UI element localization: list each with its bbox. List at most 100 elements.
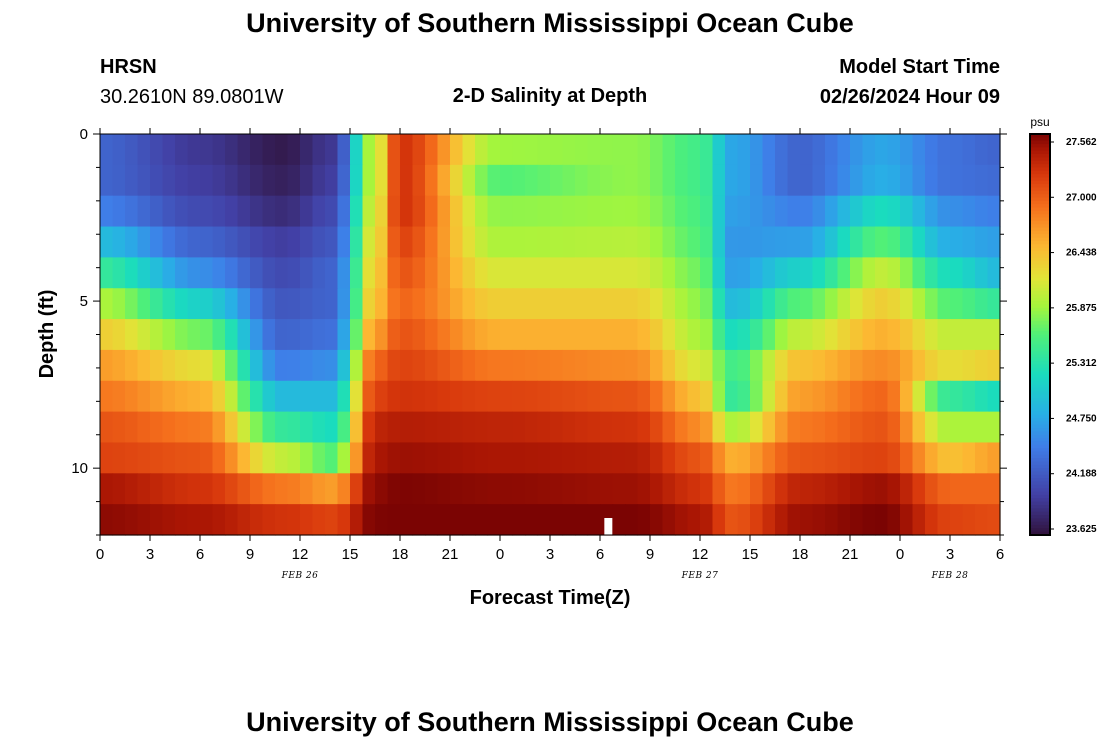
heatmap-cell — [250, 257, 264, 289]
heatmap-cell — [800, 288, 814, 320]
heatmap-cell — [287, 380, 301, 413]
heatmap-cell — [887, 164, 901, 197]
colorbar-segment — [1030, 331, 1050, 336]
heatmap-cell — [687, 195, 701, 228]
colorbar-segment — [1030, 451, 1050, 456]
colorbar-segment — [1030, 264, 1050, 269]
heatmap-cell — [150, 411, 164, 444]
heatmap-cell — [137, 473, 151, 505]
heatmap-cell — [862, 134, 876, 166]
heatmap-cell — [475, 226, 489, 258]
model-start-value: 02/26/2024 Hour 09 — [819, 86, 1000, 108]
heatmap-cell — [412, 319, 426, 351]
heatmap-cell — [837, 411, 851, 444]
heatmap-cell — [825, 257, 839, 289]
colorbar-segment — [1030, 210, 1050, 215]
station-coords: 30.2610N 89.0801W — [100, 86, 284, 108]
heatmap-cell — [200, 473, 214, 505]
heatmap-cell — [925, 380, 939, 413]
heatmap-cell — [525, 195, 539, 228]
heatmap-cell — [337, 319, 351, 351]
heatmap-cell — [975, 442, 989, 474]
heatmap-cell — [437, 442, 451, 474]
heatmap-cell — [400, 442, 414, 474]
heatmap-cell — [262, 195, 276, 228]
heatmap-cell — [175, 473, 189, 505]
colorbar-segment — [1030, 134, 1050, 138]
heatmap-cell — [300, 195, 314, 228]
heatmap-cell — [650, 164, 664, 197]
station-id: HRSN — [100, 56, 157, 78]
x-tick-label: 6 — [596, 546, 604, 563]
heatmap-cell — [450, 134, 464, 166]
colorbar-segment — [1030, 244, 1050, 249]
heatmap-cell — [637, 195, 651, 228]
heatmap-cell — [525, 504, 539, 536]
heatmap-cell — [750, 195, 764, 228]
heatmap-cell — [950, 226, 964, 258]
date-label: FEB 27 — [681, 571, 719, 581]
colorbar-segment — [1030, 521, 1050, 526]
heatmap-cell — [350, 164, 364, 197]
heatmap-cell — [625, 504, 639, 536]
heatmap-cell — [375, 473, 389, 505]
heatmap-cell — [587, 319, 601, 351]
heatmap-cell — [512, 504, 526, 536]
heatmap-cell — [387, 504, 401, 536]
heatmap-cell — [725, 164, 739, 197]
heatmap-cell — [412, 134, 426, 166]
heatmap-cell — [512, 349, 526, 382]
heatmap-cell — [762, 319, 776, 351]
heatmap-cell — [150, 319, 164, 351]
heatmap-cell — [437, 164, 451, 197]
x-tick-label: 18 — [792, 546, 809, 563]
heatmap-cell — [825, 504, 839, 536]
heatmap-cell — [862, 380, 876, 413]
heatmap-cell — [475, 134, 489, 166]
chart-labels: 0 3 6 9 12 15 18 21 0 3 6 9 12 15 18 21 0 3 6 0 5 10 FEB 26 FEB… — [36, 126, 1004, 609]
heatmap-cell — [737, 134, 751, 166]
heatmap-cell — [312, 442, 326, 474]
heatmap-cell — [137, 380, 151, 413]
heatmap-cell — [675, 504, 689, 536]
heatmap-cell — [237, 134, 251, 166]
heatmap-cell — [900, 319, 914, 351]
heatmap-cell — [500, 226, 514, 258]
colorbar-segment — [1030, 514, 1050, 519]
heatmap-cell — [512, 226, 526, 258]
heatmap-cell — [975, 164, 989, 197]
heatmap-cell — [825, 164, 839, 197]
colorbar-segment — [1030, 468, 1050, 473]
heatmap-cell — [187, 164, 201, 197]
colorbar-segment — [1030, 478, 1050, 483]
heatmap-cell — [925, 134, 939, 166]
heatmap-cell — [337, 164, 351, 197]
heatmap-cell — [812, 164, 826, 197]
colorbar-segment — [1030, 224, 1050, 229]
heatmap-cell — [625, 195, 639, 228]
heatmap-cell — [512, 319, 526, 351]
heatmap-cell — [137, 134, 151, 166]
heatmap-cell — [600, 257, 614, 289]
heatmap-cell — [525, 134, 539, 166]
heatmap-cell — [150, 504, 164, 536]
heatmap-cell — [775, 226, 789, 258]
heatmap-cell — [525, 164, 539, 197]
heatmap-cell — [562, 164, 576, 197]
heatmap-cell — [525, 473, 539, 505]
heatmap-cell — [237, 226, 251, 258]
heatmap-cell — [737, 195, 751, 228]
heatmap-cell — [237, 442, 251, 474]
heatmap-cell — [275, 504, 289, 536]
heatmap-cell — [750, 257, 764, 289]
heatmap-cell — [475, 257, 489, 289]
heatmap-cell — [675, 380, 689, 413]
heatmap-cell — [262, 226, 276, 258]
colorbar-segment — [1030, 337, 1050, 342]
heatmap-cell — [175, 442, 189, 474]
colorbar-segment — [1030, 230, 1050, 235]
colorbar-segment — [1030, 314, 1050, 319]
heatmap-cell — [137, 226, 151, 258]
colorbar-segment — [1030, 501, 1050, 506]
heatmap-cell — [512, 411, 526, 444]
